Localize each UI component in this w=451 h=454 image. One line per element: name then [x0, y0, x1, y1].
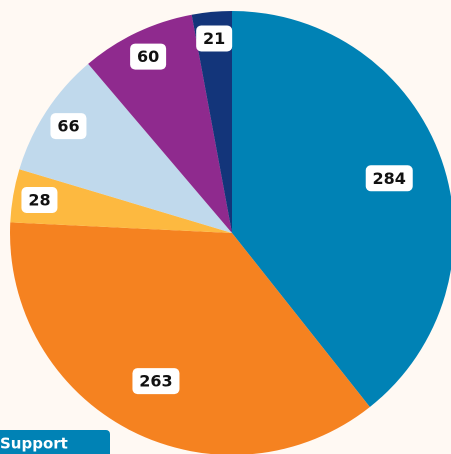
label-box [365, 165, 413, 192]
label-box [196, 25, 233, 52]
label-box [50, 113, 87, 140]
label-box [21, 187, 58, 214]
pie-slice [19, 63, 232, 233]
pie-slice [191, 11, 232, 233]
data-label: 28 [28, 191, 50, 210]
label-box [130, 43, 167, 70]
legend-badge [0, 430, 110, 454]
data-label: 263 [139, 372, 172, 391]
data-label: 284 [373, 169, 406, 188]
data-label: 66 [57, 117, 79, 136]
label-box [132, 368, 180, 395]
data-label: 60 [137, 47, 159, 66]
pie-slice [10, 222, 370, 454]
legend-label: Support [0, 435, 68, 453]
data-label: 21 [203, 29, 225, 48]
pie-slice [88, 14, 232, 234]
pie-slice [10, 169, 233, 233]
pie-slice [232, 11, 451, 407]
